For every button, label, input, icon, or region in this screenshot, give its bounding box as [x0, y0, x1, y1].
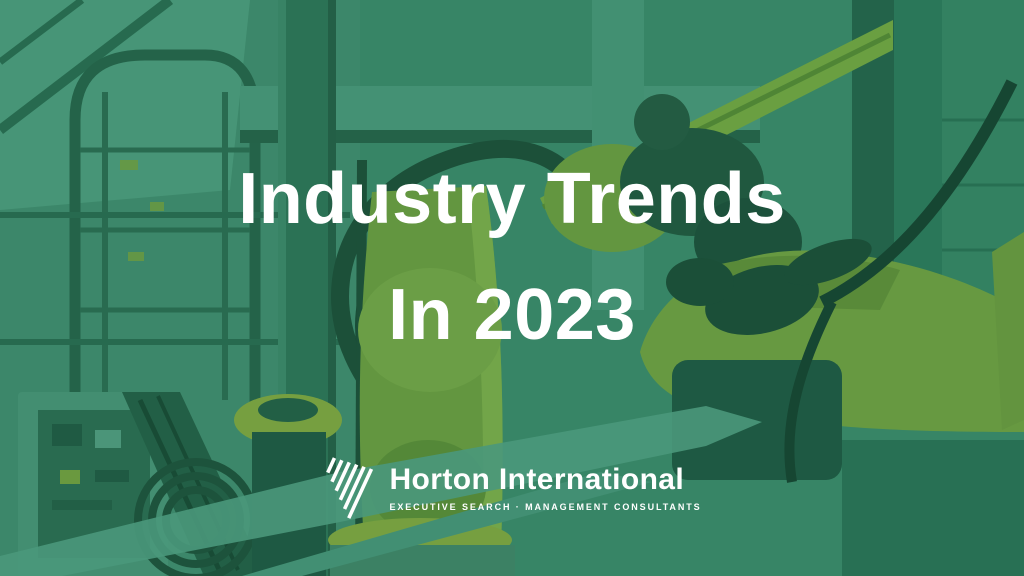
diagonal-stripes-logo-icon: [326, 457, 374, 519]
brand-tagline: EXECUTIVE SEARCH · MANAGEMENT CONSULTANT…: [389, 501, 702, 512]
brand-logo: Horton International EXECUTIVE SEARCH · …: [322, 454, 701, 524]
page-title-line2: In 2023: [388, 275, 636, 355]
brand-text-block: Horton International EXECUTIVE SEARCH · …: [389, 464, 701, 512]
brand-wordmark: Horton International: [389, 463, 685, 496]
page-title-line1: Industry Trends: [238, 159, 786, 239]
